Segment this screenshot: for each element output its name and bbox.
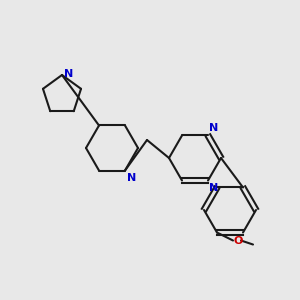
Text: N: N <box>209 182 218 193</box>
Text: N: N <box>127 172 136 182</box>
Text: N: N <box>209 124 218 134</box>
Text: O: O <box>234 236 243 245</box>
Text: N: N <box>64 69 73 79</box>
